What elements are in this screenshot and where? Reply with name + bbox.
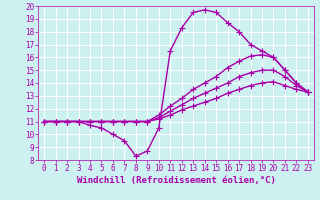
X-axis label: Windchill (Refroidissement éolien,°C): Windchill (Refroidissement éolien,°C): [76, 176, 276, 185]
